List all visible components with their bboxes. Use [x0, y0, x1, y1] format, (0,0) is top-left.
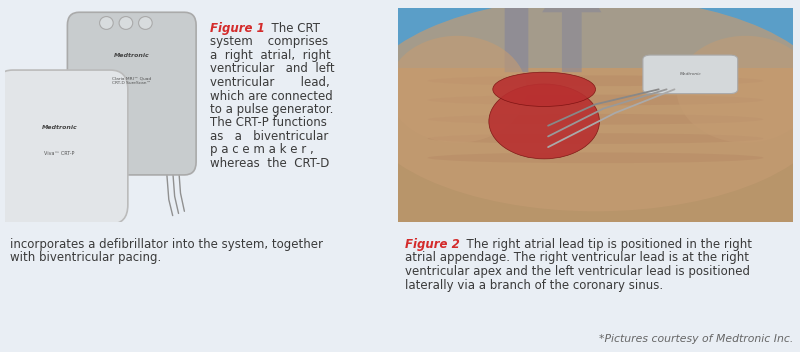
Ellipse shape	[493, 72, 595, 106]
Ellipse shape	[358, 0, 800, 211]
Ellipse shape	[489, 84, 599, 159]
Ellipse shape	[99, 17, 114, 30]
Text: incorporates a defibrillator into the system, together: incorporates a defibrillator into the sy…	[10, 238, 323, 251]
Ellipse shape	[388, 36, 526, 143]
Text: ventricular apex and the left ventricular lead is positioned: ventricular apex and the left ventricula…	[405, 265, 750, 278]
Text: The CRT: The CRT	[264, 22, 320, 35]
Ellipse shape	[428, 133, 763, 144]
Text: laterally via a branch of the coronary sinus.: laterally via a branch of the coronary s…	[405, 278, 663, 291]
Text: which are connected: which are connected	[210, 89, 333, 102]
Text: a  right  atrial,  right: a right atrial, right	[210, 49, 330, 62]
Text: Claria MRI™ Quad
CRT-D SureScan™: Claria MRI™ Quad CRT-D SureScan™	[112, 76, 151, 85]
Text: whereas  the  CRT-D: whereas the CRT-D	[210, 157, 330, 170]
Text: to a pulse generator.: to a pulse generator.	[210, 103, 334, 116]
Ellipse shape	[119, 17, 133, 30]
Text: Medtronic: Medtronic	[42, 125, 78, 130]
Text: Medtronic: Medtronic	[679, 73, 701, 76]
Ellipse shape	[428, 75, 763, 86]
Text: system    comprises: system comprises	[210, 36, 328, 49]
Ellipse shape	[428, 114, 763, 125]
Text: Figure 1: Figure 1	[210, 22, 265, 35]
Text: The right atrial lead tip is positioned in the right: The right atrial lead tip is positioned …	[459, 238, 752, 251]
FancyBboxPatch shape	[643, 55, 738, 94]
Ellipse shape	[428, 152, 763, 163]
FancyBboxPatch shape	[0, 70, 128, 224]
Text: ventricular       lead,: ventricular lead,	[210, 76, 330, 89]
Bar	[398, 8, 793, 68]
Text: Viva™ CRT-P: Viva™ CRT-P	[45, 151, 74, 156]
Text: Figure 2: Figure 2	[405, 238, 460, 251]
Text: with biventricular pacing.: with biventricular pacing.	[10, 251, 162, 264]
FancyArrow shape	[481, 0, 552, 72]
FancyArrow shape	[542, 0, 602, 72]
Text: The CRT-P functions: The CRT-P functions	[210, 117, 327, 130]
Text: Medtronic: Medtronic	[114, 52, 150, 58]
Text: p a c e m a k e r ,: p a c e m a k e r ,	[210, 144, 314, 157]
Text: ventricular   and  left: ventricular and left	[210, 63, 334, 75]
Text: *Pictures courtesy of Medtronic Inc.: *Pictures courtesy of Medtronic Inc.	[598, 334, 793, 344]
Ellipse shape	[677, 36, 800, 143]
Text: as   a   biventricular: as a biventricular	[210, 130, 328, 143]
Ellipse shape	[138, 17, 152, 30]
FancyBboxPatch shape	[67, 12, 196, 175]
Ellipse shape	[428, 95, 763, 105]
Text: atrial appendage. The right ventricular lead is at the right: atrial appendage. The right ventricular …	[405, 251, 749, 264]
